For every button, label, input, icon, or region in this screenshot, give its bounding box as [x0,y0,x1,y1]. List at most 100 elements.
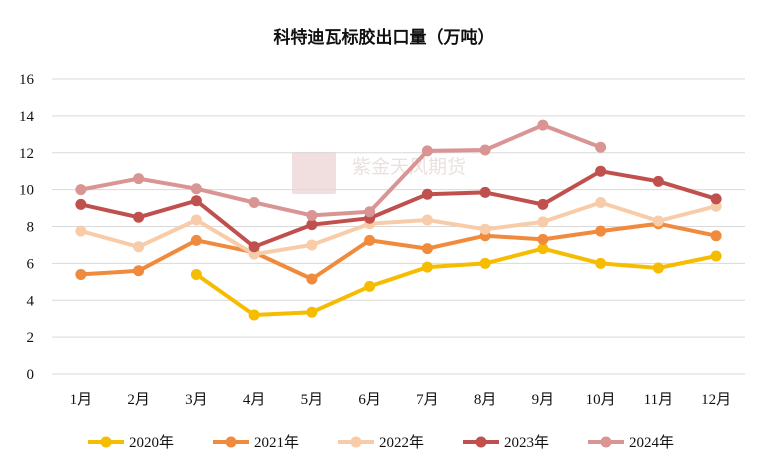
legend-item: 2024年 [588,434,674,451]
x-tick-label: 4月 [243,392,266,408]
data-point [652,175,664,187]
data-point [595,257,607,269]
data-point [537,243,549,255]
data-point [306,306,318,318]
x-axis: 1月 2月 3月 4月 5月 6月 7月 8月 9月 10月 11月 12月 [70,392,732,408]
data-point [306,273,318,285]
y-tick-label: 12 [19,146,34,162]
data-point [190,214,202,226]
series [75,119,722,321]
data-point [248,241,260,253]
y-tick-label: 8 [27,220,35,236]
legend-item: 2023年 [463,434,549,451]
data-point [421,261,433,273]
data-point [421,214,433,226]
data-point [306,239,318,251]
x-tick-label: 2月 [127,392,150,408]
data-point [537,198,549,210]
legend-swatch-marker [475,436,487,448]
legend-label: 2023年 [504,434,549,451]
x-tick-label: 1月 [70,392,93,408]
x-tick-label: 9月 [532,392,555,408]
x-tick-label: 8月 [474,392,497,408]
x-tick-label: 10月 [586,392,616,408]
series-line [194,246,719,317]
data-point [248,309,260,321]
data-point [364,206,376,218]
series-line [78,123,603,218]
data-point [652,215,664,227]
data-point [364,280,376,292]
series-2022年 [75,197,722,260]
y-axis: 0 2 4 6 8 10 12 14 16 [19,72,35,383]
data-point [75,268,87,280]
data-point [537,216,549,228]
y-tick-label: 0 [27,367,35,383]
grid [52,78,745,375]
legend-swatch-marker [100,436,112,448]
y-tick-label: 10 [19,183,34,199]
data-point [537,233,549,245]
data-point [710,250,722,262]
data-point [190,195,202,207]
data-point [479,144,491,156]
data-point [421,188,433,200]
series-2021年 [75,218,722,285]
legend-swatch-marker [225,436,237,448]
series-line [78,169,719,249]
x-tick-label: 12月 [701,392,731,408]
legend: 2020年 2021年 2022年 2023年 2024年 [88,434,674,451]
data-point [190,234,202,246]
y-tick-label: 2 [27,330,35,346]
legend-swatch-marker [350,436,362,448]
data-point [710,193,722,205]
data-point [190,183,202,195]
data-point [421,243,433,255]
data-point [479,257,491,269]
data-point [75,198,87,210]
data-point [479,186,491,198]
x-tick-label: 6月 [358,392,381,408]
x-tick-label: 7月 [416,392,439,408]
data-point [421,145,433,157]
y-tick-label: 14 [19,109,35,125]
data-point [306,219,318,231]
legend-item: 2020年 [88,434,174,451]
series-line [78,200,719,257]
y-tick-label: 6 [27,256,35,272]
watermark-text: 紫金天风期货 [352,156,466,178]
data-point [595,165,607,177]
legend-label: 2024年 [629,434,674,451]
data-point [133,173,145,185]
watermark: 紫金天风期货 [292,152,466,194]
chart-title: 科特迪瓦标胶出口量（万吨） [274,27,495,48]
data-point [133,265,145,277]
x-tick-label: 5月 [301,392,324,408]
series-2024年 [75,119,607,221]
data-point [652,262,664,274]
legend-item: 2021年 [213,434,299,451]
data-point [364,234,376,246]
legend-item: 2022年 [338,434,424,451]
legend-label: 2020年 [129,434,174,451]
x-tick-label: 11月 [644,392,673,408]
data-point [710,230,722,242]
watermark-seal [292,152,336,194]
data-point [248,197,260,209]
data-point [133,241,145,253]
data-point [479,223,491,235]
data-point [595,197,607,209]
x-tick-label: 3月 [185,392,208,408]
data-point [75,225,87,237]
legend-label: 2021年 [254,434,299,451]
data-point [537,119,549,131]
y-tick-label: 16 [19,72,35,88]
data-point [75,184,87,196]
data-point [595,225,607,237]
legend-swatch-marker [600,436,612,448]
y-tick-label: 4 [27,293,35,309]
series-line [78,221,719,281]
data-point [190,268,202,280]
series-2020年 [190,243,722,321]
